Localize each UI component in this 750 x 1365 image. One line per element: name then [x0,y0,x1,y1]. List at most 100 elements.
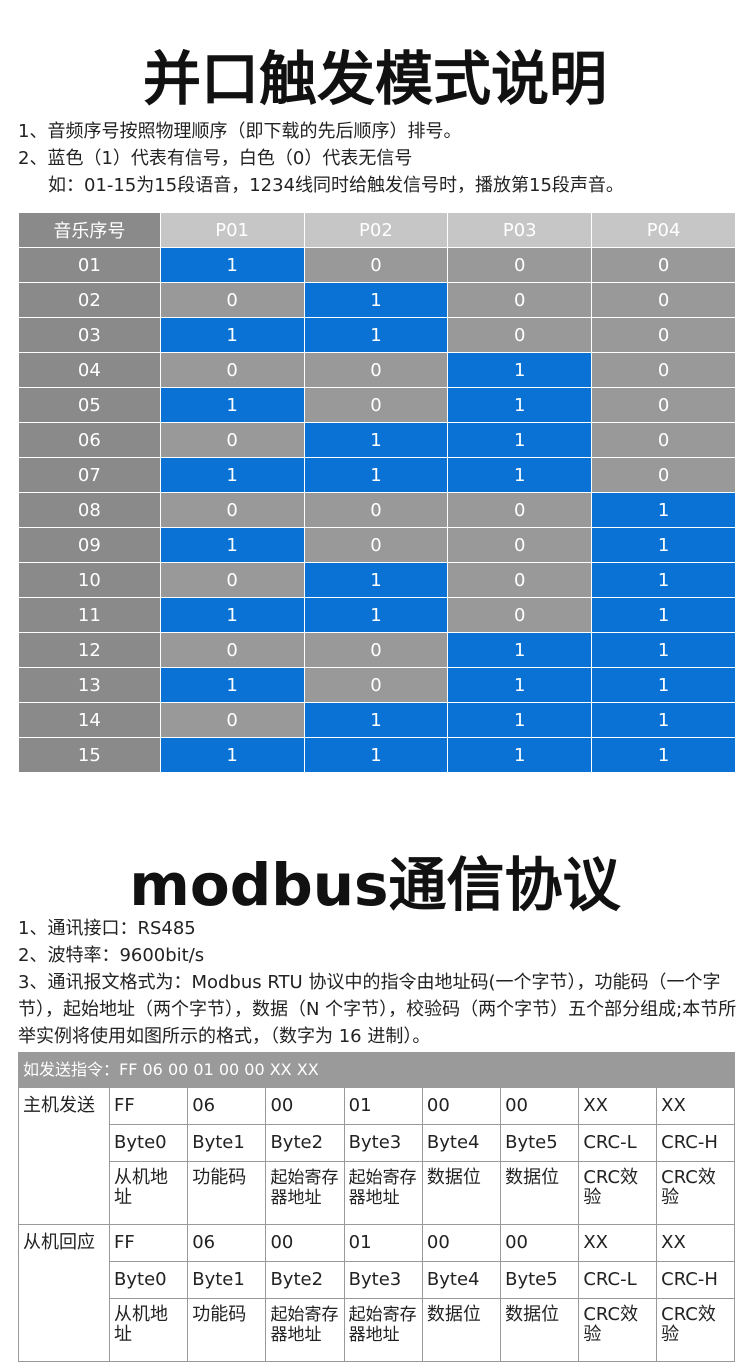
cell: 01 [343,1224,423,1262]
bit-cell: 1 [159,527,305,563]
index-cell: 12 [18,632,161,668]
header-cell: P04 [591,212,736,248]
bit-cell: 0 [159,562,305,598]
row: 14 0 1 1 1 [18,702,736,738]
title: 并口触发模式说明 [142,45,607,113]
bit-cell: 0 [303,387,449,423]
cell: Byte3 [343,1261,423,1299]
row: 04 0 0 1 0 [18,352,736,388]
index-cell: 05 [18,387,161,423]
title: modbus通信协议 [129,851,621,919]
bit-cell: 1 [159,597,305,633]
bit-cell: 0 [303,667,449,703]
bit-cell: 0 [591,247,736,283]
row: Byte0 Byte1 Byte2 Byte3 Byte4 Byte5 CRC-L CRC-H [19,1124,735,1162]
cell: 起始寄存器地址 [343,1161,423,1225]
note: 1、音频序号按照物理顺序（即下载的先后顺序）排号。 [18,121,462,142]
index-cell: 04 [18,352,161,388]
cell: Byte4 [421,1124,502,1162]
cell: Byte4 [421,1261,502,1299]
cell: Byte1 [187,1261,267,1299]
row: 从机地址 功能码 起始寄存器地址 起始寄存器地址 数据位 数据位 CRC效验 CRC效验 [19,1161,735,1225]
bit-cell: 0 [447,247,593,283]
modbus-table: 如发送指令：FF 06 00 01 00 00 XX XX 主机发送 FF 06 00 0… [17,1052,735,1362]
bit-cell: 0 [447,527,593,563]
bit-cell: 0 [159,632,305,668]
row: Byte0 Byte1 Byte2 Byte3 Byte4 Byte5 CRC-L CRC-H [19,1261,735,1299]
cell: CRC-H [656,1124,735,1162]
bit-cell: 0 [591,457,736,493]
bit-cell: 0 [591,387,736,423]
row: 09 1 0 0 1 [18,527,736,563]
header-cell: P01 [159,212,305,248]
row: 从机回应 FF 06 00 01 00 00 XX XX [17,1224,735,1362]
index-cell: 06 [18,422,161,458]
bit-cell: 1 [591,562,736,598]
cell: 01 [343,1087,423,1125]
bit-cell: 1 [159,667,305,703]
index-cell: 03 [18,317,161,353]
cell: 起始寄存器地址 [265,1298,345,1362]
bit-cell: 1 [303,317,449,353]
cell: 数据位 [421,1298,502,1362]
caption-row: 如发送指令：FF 06 00 01 00 00 XX XX [18,1052,735,1088]
cell: 功能码 [187,1161,267,1225]
cell: Byte3 [343,1124,423,1162]
bit-cell: 1 [591,597,736,633]
bit-cell: 0 [591,422,736,458]
cell: 00 [421,1087,502,1125]
notes: 1、音频序号按照物理顺序（即下载的先后顺序）排号。 2、蓝色（1）代表有信号，白色… [18,118,624,199]
cell: CRC效验 [656,1161,735,1225]
cell: 从机地址 [109,1161,189,1225]
row: 07 1 1 1 0 [18,457,736,493]
group-label: 从机回应 [17,1224,111,1362]
row: 02 0 1 0 0 [18,282,736,318]
cell: XX [578,1224,658,1262]
bit-cell: 1 [303,737,449,773]
cell: 00 [421,1224,502,1262]
bit-cell: 1 [447,457,593,493]
cell: 功能码 [187,1298,267,1362]
bit-cell: 0 [303,527,449,563]
cell: 数据位 [500,1298,580,1362]
index-cell: 15 [18,737,161,773]
bit-cell: 0 [159,492,305,528]
header-row: 音乐序号 P01 P02 P03 P04 [18,212,736,248]
cell: Byte2 [265,1261,345,1299]
cell: 00 [500,1224,580,1262]
bit-cell: 0 [591,317,736,353]
row: 08 0 0 0 1 [18,492,736,528]
bit-cell: 1 [447,352,593,388]
cell: Byte0 [109,1124,189,1162]
group-label: 主机发送 [17,1087,111,1225]
bit-cell: 1 [159,317,305,353]
bit-cell: 0 [159,352,305,388]
bit-cell: 1 [303,422,449,458]
bit-cell: 1 [591,737,736,773]
cell: 数据位 [500,1161,580,1225]
row: 13 1 0 1 1 [18,667,736,703]
bit-cell: 0 [159,422,305,458]
bit-cell: 0 [159,282,305,318]
cell: 起始寄存器地址 [343,1298,423,1362]
header-cell: P02 [303,212,449,248]
row: 10 0 1 0 1 [18,562,736,598]
trigger-table: 音乐序号 P01 P02 P03 P04 01 1 0 0 0 02 0 1 0 0 03 1 1 0 0 04 0 0 1 0… [18,212,736,773]
bit-cell: 1 [159,387,305,423]
bit-cell: 0 [447,317,593,353]
cell: Byte1 [187,1124,267,1162]
cell: 起始寄存器地址 [265,1161,345,1225]
bit-cell: 1 [447,702,593,738]
row: 03 1 1 0 0 [18,317,736,353]
bit-cell: 1 [591,492,736,528]
bit-cell: 0 [159,702,305,738]
bit-cell: 1 [591,632,736,668]
bit-cell: 1 [303,702,449,738]
cell: CRC效验 [578,1298,658,1362]
row: 12 0 0 1 1 [18,632,736,668]
index-cell: 02 [18,282,161,318]
index-cell: 07 [18,457,161,493]
bit-cell: 0 [591,282,736,318]
note: 1、通讯接口：RS485 [18,918,196,939]
